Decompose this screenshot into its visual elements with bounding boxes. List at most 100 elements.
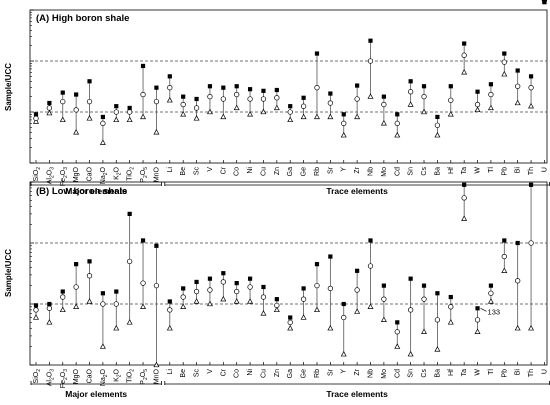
triangle-marker <box>260 310 267 316</box>
triangle-marker <box>126 116 133 123</box>
square-marker <box>368 238 373 243</box>
x-tick-label: Be <box>180 369 187 378</box>
x-tick-label: Th <box>528 369 535 377</box>
x-tick-label: Mo <box>381 369 388 379</box>
square-marker <box>207 84 213 89</box>
square-marker <box>127 211 132 216</box>
circle-marker <box>60 294 66 300</box>
x-tick-label: Y <box>341 369 348 374</box>
square-marker <box>421 84 427 89</box>
triangle-marker <box>220 113 227 120</box>
x-tick-label: Bi <box>515 369 522 376</box>
circle-marker <box>474 101 481 108</box>
triangle-marker <box>340 131 347 138</box>
circle-marker <box>300 103 307 109</box>
square-marker <box>274 87 279 93</box>
square-marker <box>515 68 520 73</box>
x-tick-label: Sc <box>193 167 200 176</box>
square-marker <box>314 51 320 56</box>
circle-marker <box>407 89 414 95</box>
triangle-marker <box>287 116 294 123</box>
x-tick-label: Zr <box>354 166 361 173</box>
triangle-marker <box>33 118 39 124</box>
square-marker <box>74 92 79 97</box>
square-marker <box>234 84 239 89</box>
triangle-marker <box>300 113 307 120</box>
circle-marker <box>394 329 400 335</box>
x-tick-label: Zr <box>354 368 361 375</box>
circle-marker <box>33 307 39 313</box>
triangle-marker <box>313 306 320 313</box>
square-marker <box>221 271 226 276</box>
x-tick-label: MnO <box>153 368 160 384</box>
circle-marker <box>434 317 441 323</box>
y-axis-label-a: Sample/UCC <box>4 63 13 111</box>
reference-lines-b <box>30 242 547 305</box>
square-marker <box>462 182 467 187</box>
square-marker <box>502 238 507 243</box>
annotation-label: 133 <box>488 307 501 316</box>
x-tick-label: Sr <box>327 368 334 376</box>
x-tick-label: Co <box>234 369 241 378</box>
circle-marker <box>60 98 66 105</box>
triangle-marker <box>153 361 160 368</box>
circle-marker <box>341 314 347 321</box>
triangle-marker <box>260 108 267 115</box>
circle-marker <box>220 96 226 102</box>
triangle-marker <box>193 298 200 304</box>
square-marker <box>194 96 199 102</box>
x-tick-label: Rb <box>314 369 321 378</box>
square-marker <box>100 114 105 120</box>
x-tick-label: U <box>541 369 548 374</box>
square-marker <box>502 51 507 56</box>
element-groups-b: Major elements Trace elements <box>30 381 550 399</box>
square-marker <box>181 286 186 291</box>
square-marker <box>87 79 92 84</box>
triangle-marker <box>447 111 454 117</box>
x-tick-label: Pb <box>501 167 508 176</box>
triangle-marker <box>394 131 401 138</box>
square-marker <box>301 95 306 100</box>
circle-marker <box>314 85 320 91</box>
x-tick-label: Al2O3 <box>46 369 55 386</box>
triangle-marker <box>447 319 454 325</box>
x-tick-label: CaO <box>86 166 93 181</box>
x-tick-label: Al2O3 <box>46 167 55 184</box>
circle-marker <box>501 59 507 65</box>
x-tick-label: Cr <box>220 368 227 376</box>
x-tick-label: Ga <box>287 369 294 378</box>
x-tick-label: Hf <box>448 167 455 174</box>
circle-marker <box>474 317 481 323</box>
square-marker <box>127 105 132 111</box>
x-tick-label: Na2O <box>100 368 109 386</box>
square-marker <box>207 276 213 281</box>
triangle-marker <box>528 102 535 109</box>
circle-marker <box>153 282 160 289</box>
x-tick-label: Ni <box>247 369 254 376</box>
triangle-marker <box>421 328 428 334</box>
circle-marker <box>167 85 173 91</box>
triangle-marker <box>380 119 387 126</box>
square-marker <box>301 286 306 291</box>
triangle-marker <box>73 128 80 135</box>
circle-marker <box>528 85 534 91</box>
square-marker <box>408 79 413 84</box>
circle-marker <box>327 285 334 292</box>
x-tick-label: MnO <box>153 166 160 182</box>
triangle-marker <box>421 108 428 115</box>
triangle-marker <box>407 350 414 357</box>
panel-low-boron-shale: (B) Low boron shale Sample/UCC 133 SiO2 A… <box>4 0 550 399</box>
triangle-marker <box>434 346 441 352</box>
square-marker <box>435 114 440 120</box>
square-marker <box>314 262 320 267</box>
circle-marker <box>127 109 133 115</box>
circle-marker <box>274 95 280 101</box>
triangle-marker <box>487 104 494 111</box>
x-tick-label: CaO <box>86 368 93 383</box>
square-marker <box>515 240 520 246</box>
circle-marker <box>46 105 53 111</box>
x-tick-label: W <box>474 167 481 174</box>
circle-marker <box>247 284 253 290</box>
circle-marker <box>381 101 387 108</box>
